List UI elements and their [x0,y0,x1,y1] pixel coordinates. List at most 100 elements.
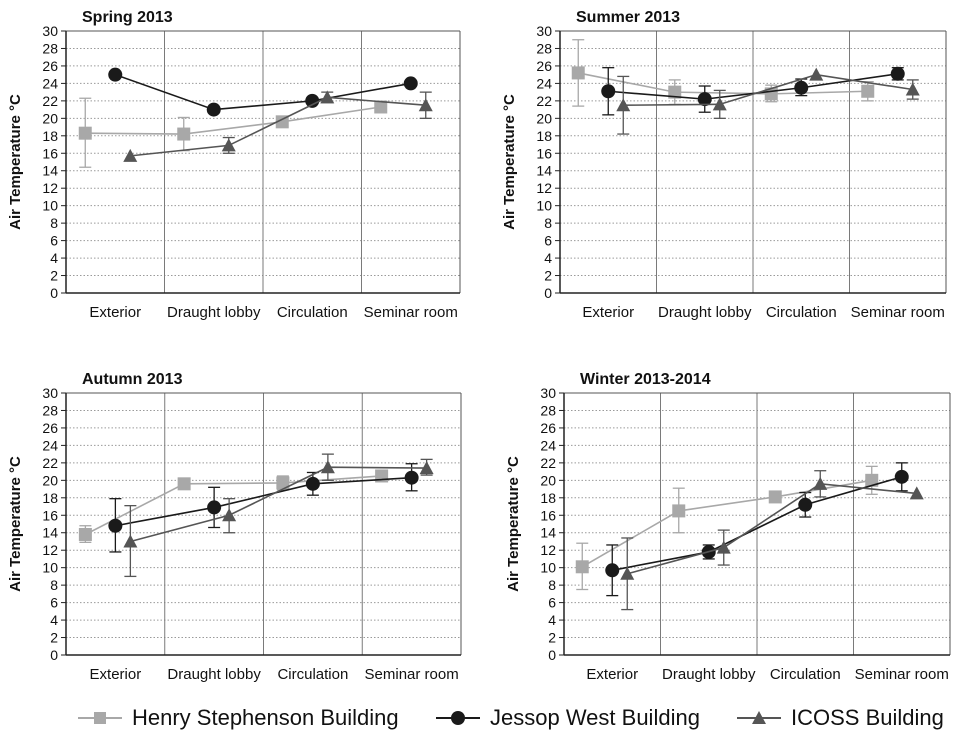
data-point-circle [207,500,222,515]
y-tick-label: 12 [42,180,58,196]
y-tick-label: 14 [536,163,552,179]
y-tick-label: 24 [540,437,556,453]
data-point-circle [890,66,905,81]
data-point-triangle [222,508,237,522]
y-tick-label: 28 [42,402,58,418]
legend: Henry Stephenson Building Jessop West Bu… [0,700,959,736]
y-tick-label: 2 [544,268,552,284]
y-tick-label: 30 [536,23,552,39]
y-tick-label: 22 [42,93,58,109]
y-tick-label: 4 [548,612,556,628]
y-tick-label: 16 [42,145,58,161]
chart-title: Spring 2013 [82,9,173,26]
data-point-circle [404,470,419,485]
x-tick-label: Seminar room [365,666,459,683]
y-tick-label: 16 [540,507,556,523]
y-tick-label: 26 [540,420,556,436]
legend-circle-marker-icon [436,711,480,725]
data-point-triangle [221,138,236,152]
y-tick-label: 4 [50,612,58,628]
data-point-triangle [712,97,727,111]
data-point-triangle [909,486,924,500]
data-point-triangle [813,476,828,490]
y-tick-label: 26 [536,58,552,74]
data-point-triangle [123,148,138,162]
data-point-triangle [620,566,635,580]
data-point-square [177,477,191,491]
data-point-triangle [419,461,434,475]
data-point-triangle [320,90,335,104]
x-tick-label: Draught lobby [167,666,261,683]
data-point-circle [697,92,712,107]
y-tick-label: 2 [548,630,556,646]
y-tick-label: 22 [540,455,556,471]
y-tick-label: 10 [42,198,58,214]
series-line [581,479,872,568]
y-tick-label: 26 [42,58,58,74]
x-tick-label: Seminar room [851,304,945,321]
data-point-circle [794,80,809,95]
legend-item-jessop-west: Jessop West Building [436,700,700,736]
y-tick-label: 26 [42,420,58,436]
data-point-square [672,504,686,518]
y-tick-label: 12 [42,542,58,558]
data-point-square [768,490,782,504]
y-tick-label: 16 [536,145,552,161]
y-tick-label: 30 [42,385,58,401]
x-tick-label: Exterior [90,666,142,683]
y-tick-label: 2 [50,268,58,284]
x-tick-label: Draught lobby [658,304,752,321]
y-tick-label: 28 [536,40,552,56]
data-point-square [865,473,879,487]
y-tick-label: 24 [42,75,58,91]
x-tick-label: Seminar room [364,304,458,321]
legend-label-icoss: ICOSS Building [791,705,944,730]
legend-triangle-marker-icon [737,711,781,724]
series-line [85,475,382,536]
y-tick-label: 10 [540,560,556,576]
data-point-square [571,66,585,80]
data-point-square [177,127,191,141]
data-point-square [78,126,92,140]
y-tick-label: 18 [42,490,58,506]
data-point-triangle [418,98,433,112]
x-tick-label: Draught lobby [662,666,756,683]
y-tick-label: 28 [540,402,556,418]
y-axis-label: Air Temperature °C [7,456,24,592]
data-point-circle [605,563,620,578]
data-point-circle [305,476,320,491]
data-point-square [668,85,682,99]
x-tick-label: Circulation [277,666,348,683]
data-point-triangle [716,540,731,554]
data-point-circle [403,76,418,91]
y-tick-label: 14 [540,525,556,541]
y-tick-label: 4 [50,250,58,266]
y-tick-label: 6 [50,595,58,611]
y-tick-label: 20 [536,110,552,126]
y-tick-label: 20 [42,110,58,126]
y-tick-label: 0 [50,647,58,663]
data-point-circle [108,518,123,533]
y-axis-label: Air Temperature °C [505,456,522,592]
y-tick-label: 28 [42,40,58,56]
data-point-circle [305,93,320,108]
y-tick-label: 6 [544,233,552,249]
y-tick-label: 16 [42,507,58,523]
chart-title: Summer 2013 [576,9,680,26]
data-point-circle [894,469,909,484]
data-point-square [78,527,92,541]
y-tick-label: 0 [544,285,552,301]
y-tick-label: 20 [42,472,58,488]
y-tick-label: 24 [42,437,58,453]
data-point-triangle [320,460,335,474]
legend-square-marker-icon [78,712,122,724]
y-tick-label: 0 [50,285,58,301]
y-tick-label: 22 [536,93,552,109]
chart-title: Winter 2013-2014 [580,371,711,388]
data-point-square [575,560,589,574]
y-axis-label: Air Temperature °C [7,94,24,230]
y-tick-label: 30 [42,23,58,39]
y-tick-label: 0 [548,647,556,663]
x-tick-label: Seminar room [855,666,949,683]
